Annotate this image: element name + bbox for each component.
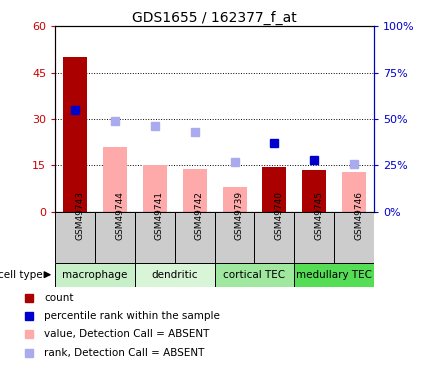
Bar — [135, 212, 175, 262]
Bar — [294, 212, 334, 262]
Text: GSM49740: GSM49740 — [275, 191, 283, 240]
Bar — [63, 57, 87, 212]
Text: value, Detection Call = ABSENT: value, Detection Call = ABSENT — [44, 330, 210, 339]
Text: GSM49739: GSM49739 — [235, 191, 244, 240]
Bar — [262, 167, 286, 212]
Bar — [95, 212, 135, 262]
Bar — [215, 262, 294, 287]
Bar — [103, 147, 127, 212]
Text: count: count — [44, 293, 74, 303]
Bar — [55, 262, 135, 287]
Bar — [342, 172, 366, 212]
Text: GSM49743: GSM49743 — [75, 191, 84, 240]
Title: GDS1655 / 162377_f_at: GDS1655 / 162377_f_at — [132, 11, 297, 25]
Text: dendritic: dendritic — [152, 270, 198, 280]
Text: GSM49742: GSM49742 — [195, 191, 204, 240]
Text: medullary TEC: medullary TEC — [296, 270, 372, 280]
Text: GSM49746: GSM49746 — [354, 191, 363, 240]
Text: cortical TEC: cortical TEC — [224, 270, 286, 280]
Text: GSM49744: GSM49744 — [115, 191, 124, 240]
Text: rank, Detection Call = ABSENT: rank, Detection Call = ABSENT — [44, 348, 205, 358]
Bar — [175, 212, 215, 262]
Bar — [215, 212, 255, 262]
Bar — [55, 212, 95, 262]
Bar — [334, 212, 374, 262]
Bar — [255, 212, 294, 262]
Bar — [223, 187, 246, 212]
Bar — [135, 262, 215, 287]
Text: macrophage: macrophage — [62, 270, 128, 280]
Bar — [143, 165, 167, 212]
Bar — [302, 170, 326, 212]
Text: GSM49745: GSM49745 — [314, 191, 323, 240]
Bar — [294, 262, 374, 287]
Text: percentile rank within the sample: percentile rank within the sample — [44, 311, 220, 321]
Text: GSM49741: GSM49741 — [155, 191, 164, 240]
Text: cell type: cell type — [0, 270, 43, 280]
Bar — [183, 169, 207, 212]
